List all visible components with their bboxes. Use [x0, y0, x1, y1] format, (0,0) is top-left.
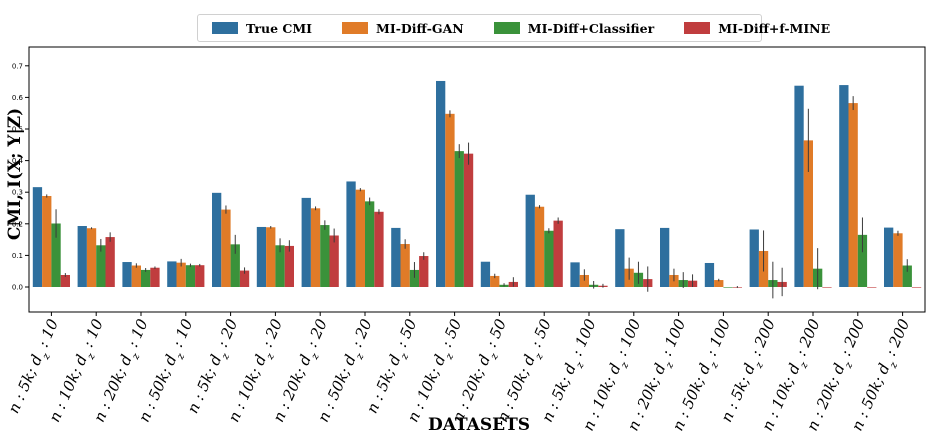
bar-2: [355, 189, 365, 287]
bar-1: [122, 262, 132, 287]
bar-4: [867, 287, 877, 288]
bar-2: [714, 280, 724, 287]
bar-4: [150, 267, 160, 287]
y-tick-label: 0.5: [12, 126, 23, 134]
bar-3: [51, 223, 61, 287]
bars-layer: [32, 80, 922, 299]
bar-1: [525, 194, 535, 287]
bar-1: [884, 227, 894, 287]
bar-3: [409, 269, 420, 287]
bar-1: [212, 192, 222, 287]
bar-3: [454, 151, 464, 287]
bar-3: [365, 201, 375, 287]
bar-1: [615, 229, 625, 287]
legend-swatch: [493, 22, 520, 34]
plot-border: [28, 46, 926, 313]
y-tick-label: 0.7: [12, 62, 23, 70]
bar-2: [86, 228, 97, 287]
bar-1: [570, 262, 580, 287]
bar-2: [310, 208, 321, 287]
bar-2: [579, 274, 589, 287]
bar-1: [704, 262, 715, 287]
bar-4: [239, 270, 250, 287]
bar-3: [902, 265, 912, 287]
bar-4: [553, 220, 563, 287]
bar-1: [794, 85, 804, 287]
y-axis-label: CMI, I(X; Y|Z): [5, 108, 25, 240]
bar-4: [60, 274, 70, 287]
bar-4: [105, 237, 115, 287]
legend-swatch: [212, 22, 238, 34]
bar-3: [320, 225, 330, 287]
bar-2: [803, 140, 813, 287]
legend-swatch: [342, 22, 369, 34]
bar-1: [749, 229, 759, 287]
legend-label: MI-Diff-GAN: [376, 20, 464, 36]
legend-item-3: MI-Diff+Classifier: [493, 20, 655, 36]
bar-4: [911, 287, 922, 288]
bar-2: [534, 206, 545, 287]
bar-2: [42, 195, 52, 287]
y-axis: 0.0 0.1 0.2 0.3 0.4 0.5 0.6 0.7: [12, 62, 29, 292]
legend-item-1: True CMI: [212, 21, 312, 36]
bar-3: [857, 234, 868, 287]
bar-1: [436, 80, 446, 287]
y-tick-label: 0.2: [12, 220, 23, 228]
bar-1: [391, 227, 401, 287]
bar-3: [141, 269, 151, 287]
bar-4: [822, 287, 832, 288]
legend-item-2: MI-Diff-GAN: [342, 21, 464, 36]
bar-3: [96, 245, 106, 287]
bar-4: [374, 211, 384, 287]
y-tick-label: 0.4: [12, 157, 24, 165]
plot-frame: [28, 46, 926, 313]
bar-3: [185, 265, 196, 287]
bar-3: [275, 245, 285, 287]
legend-label: MI-Diff+Classifier: [527, 20, 655, 36]
bar-1: [346, 181, 356, 287]
legend-item-4: MI-Diff+f-MINE: [684, 21, 830, 36]
x-axis-label: DATASETS: [428, 415, 530, 435]
bar-3: [723, 287, 733, 288]
y-tick-label: 0.6: [12, 94, 24, 102]
bar-2: [266, 227, 276, 287]
bar-1: [77, 226, 87, 287]
legend: True CMI MI-Diff-GAN MI-Diff+Classifier MI-…: [197, 14, 830, 42]
bar-2: [221, 209, 231, 287]
legend-label: MI-Diff+f-MINE: [718, 20, 831, 36]
bar-2: [176, 262, 186, 287]
bar-4: [284, 245, 294, 287]
bar-2: [893, 233, 903, 287]
bar-1: [256, 226, 267, 287]
legend-swatch: [684, 22, 711, 34]
bar-3: [230, 244, 240, 287]
y-tick-label: 0.1: [12, 252, 23, 260]
bar-3: [544, 230, 554, 287]
bar-4: [195, 265, 205, 287]
y-tick-label: 0.3: [12, 189, 23, 197]
bar-4: [419, 256, 429, 287]
bar-1: [660, 227, 670, 287]
bar-1: [480, 261, 491, 287]
y-tick-label: 0.0: [12, 284, 23, 292]
bar-1: [32, 187, 43, 287]
legend-label: True CMI: [246, 20, 313, 36]
bar-1: [301, 197, 311, 287]
bar-4: [329, 235, 339, 287]
bar-2: [848, 103, 858, 287]
bar-2: [400, 244, 410, 287]
bar-2: [490, 275, 500, 287]
bar-2: [131, 265, 141, 287]
bar-2: [445, 113, 455, 287]
bar-1: [167, 261, 177, 287]
bar-1: [839, 85, 849, 288]
bar-4: [463, 153, 474, 287]
